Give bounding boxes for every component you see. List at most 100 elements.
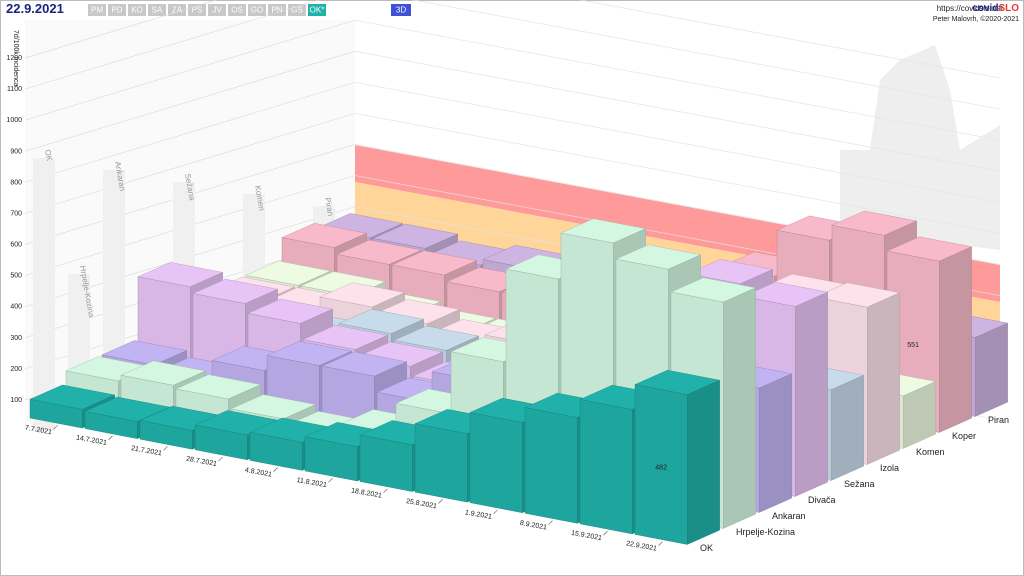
value-label: 551 [907, 342, 919, 349]
filter-button[interactable]: PD [108, 4, 126, 16]
filter-button[interactable]: KO [128, 4, 146, 16]
series-label: Izola [880, 463, 899, 473]
button-label: PN [271, 6, 282, 15]
bar-front [194, 424, 248, 461]
series-label: Komen [916, 447, 945, 457]
button-label: GO [251, 6, 263, 15]
x-tick [273, 467, 278, 472]
button-bg [108, 4, 126, 16]
button-label: GS [291, 6, 303, 15]
x-tick-label: 8.9.2021 [519, 520, 547, 532]
bar-front [359, 434, 413, 492]
x-tick-label: 7.7.2021 [24, 425, 52, 437]
y-tick-label: 500 [10, 273, 22, 280]
button-label: PM [91, 6, 103, 15]
y-tick-label: 1000 [6, 117, 22, 124]
x-tick [328, 477, 333, 483]
bar-side [831, 374, 864, 481]
button-bg [128, 4, 146, 16]
filter-button[interactable]: OS [228, 4, 246, 16]
x-tick-label: 4.8.2021 [244, 467, 272, 479]
grid-line [24, 113, 356, 214]
url: https://covidslo.net [937, 4, 1004, 13]
button-bg [288, 4, 306, 16]
filter-button[interactable]: GO [248, 4, 266, 16]
grid-line [411, 0, 1001, 110]
filter-button[interactable]: PM [88, 4, 106, 16]
series-label: Koper [952, 431, 976, 441]
button-label: 3D [396, 6, 406, 15]
filter-button[interactable]: PN [268, 4, 286, 16]
button-label: SA [152, 6, 163, 15]
y-tick-label: 900 [10, 148, 22, 155]
bar-front [29, 399, 83, 429]
author: Peter Malovrh, ©2020-2021 [933, 15, 1019, 23]
grid-line [354, 50, 1001, 172]
filter-button[interactable]: OK* [308, 4, 326, 16]
button-bg [148, 4, 166, 16]
back-series-label: Komen [253, 185, 266, 212]
bar-side [975, 322, 1008, 417]
button-label: JV [212, 6, 222, 15]
grid-line [354, 81, 1001, 203]
x-tick [383, 488, 388, 494]
button-bg [268, 4, 286, 16]
bar-front [524, 407, 578, 524]
grid-line [24, 19, 356, 121]
bar-side [723, 287, 756, 529]
bar-front [84, 411, 138, 439]
filter-button[interactable]: GS [288, 4, 306, 16]
series-label: Sežana [844, 479, 875, 489]
bar-side [939, 246, 972, 433]
brand: covidSLO [972, 3, 1019, 14]
y-tick-label: 200 [10, 366, 22, 373]
y-tick-label: 400 [10, 304, 22, 311]
bar-front [249, 432, 303, 471]
series-label: Hrpelje-Kozina [736, 527, 795, 537]
series-label: OK [700, 543, 713, 553]
y-tick-label: 100 [10, 397, 22, 404]
mode-button[interactable]: 3D [391, 4, 411, 16]
filter-button[interactable]: JV [208, 4, 226, 16]
button-label: PD [111, 6, 122, 15]
y-axis-label: 7d/100k incidenca [12, 30, 19, 87]
button-label: KO [131, 6, 143, 15]
button-bg [208, 4, 226, 16]
x-tick [603, 530, 608, 536]
value-label: 482 [655, 465, 667, 472]
grid-line [354, 113, 1001, 234]
y-tick-label: 1100 [7, 86, 22, 93]
bar-front [579, 399, 633, 535]
series-label: Divača [808, 495, 836, 505]
button-label: ZA [172, 6, 183, 15]
series-label: Piran [988, 415, 1009, 425]
button-label: OK* [310, 6, 325, 15]
button-bg [88, 4, 106, 16]
x-tick-label: 1.9.2021 [464, 509, 492, 521]
filter-button[interactable]: SA [148, 4, 166, 16]
bar-side [687, 379, 720, 545]
bar-front [414, 423, 468, 503]
grid-line [354, 19, 1001, 141]
x-tick [218, 456, 223, 462]
bar [634, 369, 721, 545]
x-tick [108, 435, 113, 441]
y-tick-label: 800 [10, 179, 22, 186]
button-label: PS [192, 6, 203, 15]
x-tick [163, 446, 168, 451]
x-tick [53, 425, 58, 430]
bar-front [139, 420, 193, 450]
date: 22.9.2021 [6, 1, 64, 16]
y-tick-label: 300 [10, 335, 22, 342]
button-bg [228, 4, 246, 16]
bar-front [304, 436, 358, 482]
brand-b: SLO [998, 3, 1019, 14]
grid-line [24, 50, 356, 152]
back-silhouette [840, 45, 1000, 250]
button-bg [248, 4, 266, 16]
x-tick [658, 541, 663, 546]
back-series-label: OK [43, 149, 54, 163]
grid-line [578, 0, 1001, 79]
x-tick [493, 509, 498, 515]
